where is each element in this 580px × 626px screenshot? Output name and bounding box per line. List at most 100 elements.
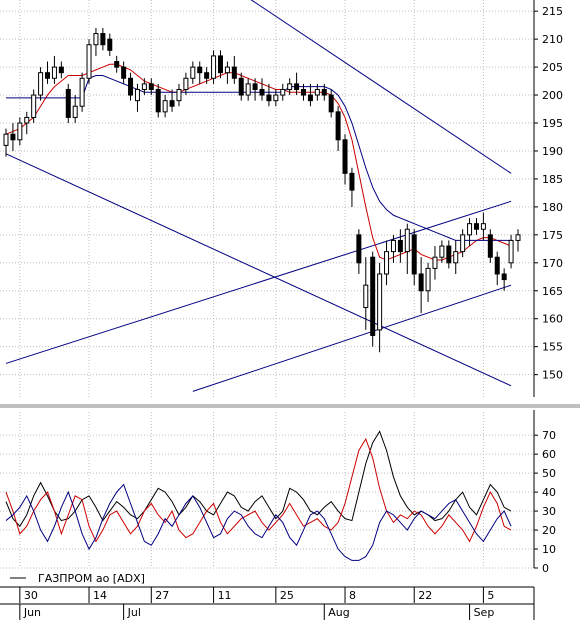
candle — [259, 78, 265, 101]
candle — [294, 72, 300, 96]
candle-body — [51, 66, 57, 79]
x-axis: 30 14 27 11 25 8 22 5 Jun Jul Aug Sep — [0, 586, 535, 620]
candle — [17, 117, 23, 146]
price-tick-label: 210 — [542, 33, 563, 46]
candle-body — [494, 256, 500, 275]
candle-body — [259, 88, 265, 96]
candle — [335, 106, 341, 151]
price-tick-label: 215 — [542, 5, 563, 18]
candle-body — [45, 72, 51, 79]
candle-body — [301, 88, 307, 96]
price-tick-label: 165 — [542, 285, 563, 298]
candle — [224, 61, 230, 84]
candle — [107, 33, 113, 56]
candle — [314, 83, 320, 101]
candle-body — [252, 83, 258, 90]
candle — [356, 229, 362, 274]
price-tick-label: 180 — [542, 201, 563, 214]
candle-body — [439, 245, 445, 258]
legend: ГАЗПРОМ ао [ADX] — [10, 572, 145, 585]
candle-body — [404, 228, 410, 253]
candle — [467, 218, 473, 247]
trend-line — [5, 153, 512, 387]
candle-body — [197, 66, 203, 74]
candle — [460, 229, 466, 258]
candle — [238, 72, 244, 101]
candle — [390, 234, 396, 263]
candle-body — [467, 223, 473, 236]
candle — [114, 55, 120, 73]
candle-body — [245, 83, 251, 96]
candle — [176, 83, 182, 107]
month-tick-label: Sep — [474, 606, 495, 619]
adx-tick-label: 60 — [542, 448, 556, 461]
candle-body — [508, 239, 514, 264]
candle-body — [204, 72, 210, 79]
candle-body — [169, 100, 175, 107]
candle-body — [314, 88, 320, 96]
day-tick-label: 14 — [93, 589, 107, 602]
candle-body — [321, 88, 327, 96]
candle-body — [190, 66, 196, 79]
candle-body — [24, 116, 30, 124]
adx-tick-label: 70 — [542, 429, 556, 442]
adx-panel: 0 10 20 30 40 50 60 70 — [0, 410, 556, 575]
candle-body — [473, 223, 479, 230]
candle-body — [432, 256, 438, 269]
candle — [121, 61, 127, 84]
day-tick-label: 27 — [155, 589, 169, 602]
candle-body — [294, 83, 300, 90]
candle — [307, 83, 313, 107]
candle-body — [224, 66, 230, 74]
trend-line — [192, 284, 512, 392]
candle — [190, 61, 196, 84]
candle-body — [86, 44, 92, 79]
candle-body — [411, 234, 417, 275]
candle — [487, 229, 493, 263]
candle — [231, 55, 237, 84]
day-tick-label: 25 — [280, 589, 294, 602]
candle-body — [121, 66, 127, 79]
candle-body — [515, 234, 521, 241]
price-tick-label: 155 — [542, 341, 563, 354]
candle — [515, 229, 521, 252]
candle-body — [155, 88, 161, 113]
candle — [494, 251, 500, 286]
candle-body — [390, 239, 396, 253]
candle-body — [356, 234, 362, 264]
candle — [197, 61, 203, 84]
month-tick-label: Aug — [328, 606, 349, 619]
price-tick-label: 175 — [542, 229, 563, 242]
candle — [328, 89, 334, 118]
candle-body — [114, 61, 120, 68]
price-tick-label: 150 — [542, 369, 563, 382]
price-tick-label: 195 — [542, 117, 563, 130]
candle — [169, 89, 175, 112]
candle — [411, 229, 417, 286]
candle-body — [425, 267, 431, 292]
price-tick-label: 185 — [542, 173, 563, 186]
candle-body — [38, 72, 44, 96]
price-tick-label: 190 — [542, 145, 563, 158]
candle — [446, 240, 452, 269]
adx-tick-label: 30 — [542, 505, 556, 518]
candle-body — [141, 83, 147, 90]
candle-body — [453, 251, 459, 264]
candle — [148, 78, 154, 96]
candle-body — [211, 55, 217, 79]
candle — [473, 218, 479, 235]
candle-body — [397, 239, 403, 253]
candle-body — [58, 66, 64, 74]
series-di-plus — [5, 437, 512, 543]
candle-body — [72, 105, 78, 118]
candle-body — [10, 133, 16, 141]
day-tick-label: 30 — [24, 589, 38, 602]
candle — [10, 123, 16, 151]
price-tick-label: 200 — [542, 89, 563, 102]
candle — [508, 234, 514, 269]
candle-body — [363, 284, 369, 309]
candle — [38, 67, 44, 101]
legend-label: ГАЗПРОМ ао [ADX] — [38, 572, 145, 585]
candle-body — [446, 245, 452, 264]
adx-tick-label: 10 — [542, 543, 556, 556]
